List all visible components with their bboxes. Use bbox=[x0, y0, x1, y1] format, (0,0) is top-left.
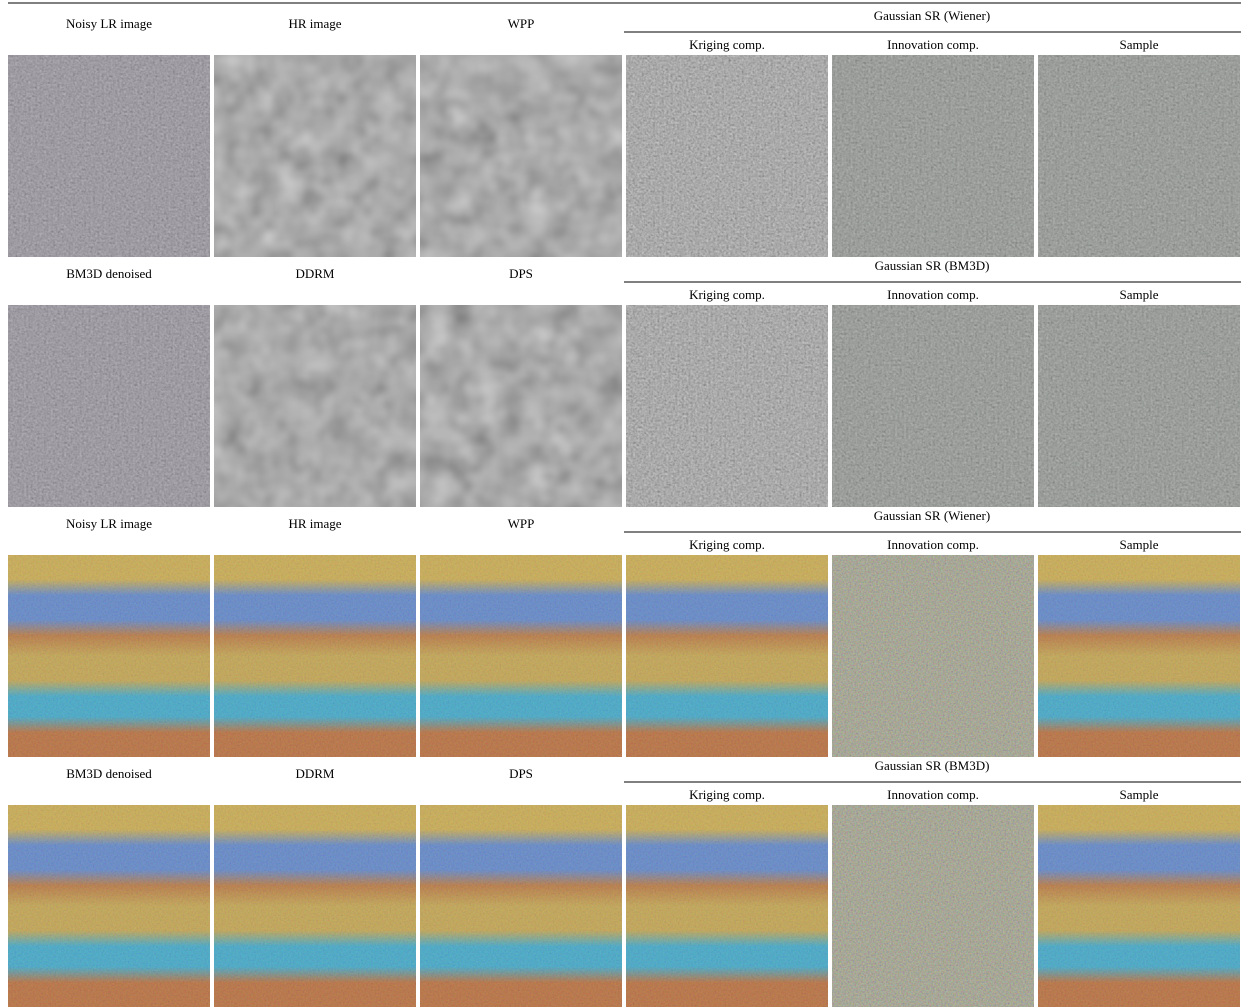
panel-label: HR image bbox=[288, 16, 341, 31]
image-texture bbox=[214, 55, 416, 257]
image-texture bbox=[420, 55, 622, 257]
image-texture bbox=[214, 305, 416, 507]
group-title: Gaussian SR (Wiener) bbox=[874, 508, 990, 523]
image-texture bbox=[832, 805, 1034, 1007]
image-tint bbox=[832, 55, 1034, 257]
image-texture bbox=[626, 555, 828, 757]
image-panel bbox=[832, 805, 1034, 1007]
panel-label: Noisy LR image bbox=[66, 16, 152, 31]
panel-label: WPP bbox=[508, 516, 535, 531]
image-tint bbox=[8, 305, 210, 507]
panel-label: WPP bbox=[508, 16, 535, 31]
image-panel bbox=[832, 555, 1034, 757]
image-texture bbox=[8, 555, 210, 757]
image-panel bbox=[8, 555, 210, 757]
panel-label: Kriging comp. bbox=[689, 537, 765, 552]
image-panel bbox=[832, 55, 1034, 257]
image-panel bbox=[214, 55, 416, 257]
image-panel bbox=[420, 555, 622, 757]
image-texture bbox=[1038, 805, 1240, 1007]
panel-label: DPS bbox=[509, 266, 533, 281]
image-texture bbox=[626, 305, 828, 507]
image-texture bbox=[1038, 555, 1240, 757]
panel-label: BM3D denoised bbox=[66, 766, 152, 781]
panel-label: Kriging comp. bbox=[689, 787, 765, 802]
image-panel bbox=[420, 305, 622, 507]
image-panel bbox=[8, 305, 210, 507]
image-texture bbox=[626, 55, 828, 257]
panel-label: Kriging comp. bbox=[689, 37, 765, 52]
image-tint bbox=[8, 55, 210, 257]
image-panel bbox=[626, 555, 828, 757]
image-panel bbox=[1038, 305, 1240, 507]
panel-label: DPS bbox=[509, 766, 533, 781]
image-panel bbox=[214, 555, 416, 757]
group-title: Gaussian SR (BM3D) bbox=[875, 258, 990, 273]
image-panel bbox=[626, 305, 828, 507]
content: Noisy LR image HR image WPP Gaussian SR (Wi… bbox=[8, 8, 1241, 1007]
image-texture bbox=[420, 805, 622, 1007]
panel-label: Innovation comp. bbox=[887, 537, 979, 552]
panel-label: HR image bbox=[288, 516, 341, 531]
image-texture bbox=[420, 305, 622, 507]
image-panel bbox=[8, 55, 210, 257]
image-texture bbox=[214, 805, 416, 1007]
image-panel bbox=[1038, 555, 1240, 757]
panel-label: Innovation comp. bbox=[887, 287, 979, 302]
image-texture bbox=[626, 805, 828, 1007]
image-texture bbox=[420, 555, 622, 757]
panel-label: Noisy LR image bbox=[66, 516, 152, 531]
panel-label: Sample bbox=[1120, 37, 1159, 52]
image-panel bbox=[214, 305, 416, 507]
image-texture bbox=[214, 555, 416, 757]
panel-label: Sample bbox=[1120, 537, 1159, 552]
panel-label: DDRM bbox=[295, 266, 334, 281]
panel-label: BM3D denoised bbox=[66, 266, 152, 281]
image-panel bbox=[420, 55, 622, 257]
image-texture bbox=[8, 805, 210, 1007]
image-panel bbox=[214, 805, 416, 1007]
image-panel bbox=[626, 55, 828, 257]
panel-label: DDRM bbox=[295, 766, 334, 781]
image-panel bbox=[626, 805, 828, 1007]
panel-label: Innovation comp. bbox=[887, 787, 979, 802]
figure: Noisy LR image HR image WPP Gaussian SR (Wi… bbox=[0, 0, 1244, 1007]
group-title: Gaussian SR (Wiener) bbox=[874, 8, 990, 23]
panel-label: Sample bbox=[1120, 287, 1159, 302]
panel-label: Sample bbox=[1120, 787, 1159, 802]
image-tint bbox=[1038, 305, 1240, 507]
image-panel bbox=[1038, 55, 1240, 257]
image-tint bbox=[832, 305, 1034, 507]
image-panel bbox=[1038, 805, 1240, 1007]
image-panel bbox=[8, 805, 210, 1007]
image-tint bbox=[1038, 55, 1240, 257]
image-panel bbox=[832, 305, 1034, 507]
image-panel bbox=[420, 805, 622, 1007]
image-texture bbox=[832, 555, 1034, 757]
panel-label: Kriging comp. bbox=[689, 287, 765, 302]
group-title: Gaussian SR (BM3D) bbox=[875, 758, 990, 773]
panel-label: Innovation comp. bbox=[887, 37, 979, 52]
